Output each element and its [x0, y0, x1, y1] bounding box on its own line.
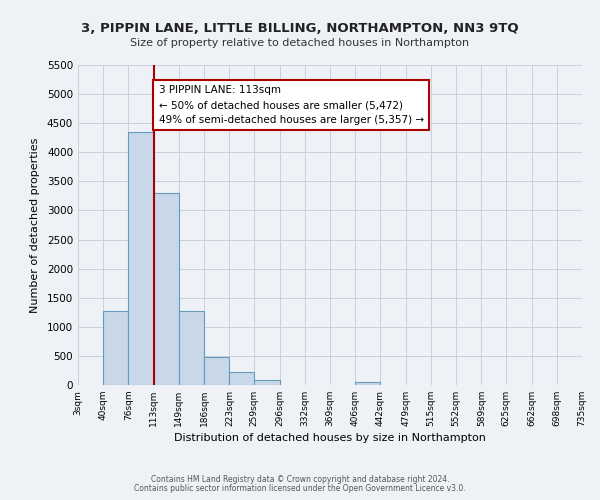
Bar: [128, 132, 154, 385]
Bar: [103, 311, 128, 385]
Text: Size of property relative to detached houses in Northampton: Size of property relative to detached ho…: [130, 38, 470, 48]
Text: 3, PIPPIN LANE, LITTLE BILLING, NORTHAMPTON, NN3 9TQ: 3, PIPPIN LANE, LITTLE BILLING, NORTHAMP…: [81, 22, 519, 36]
Text: Contains HM Land Registry data © Crown copyright and database right 2024.: Contains HM Land Registry data © Crown c…: [151, 476, 449, 484]
X-axis label: Distribution of detached houses by size in Northampton: Distribution of detached houses by size …: [174, 433, 486, 443]
Text: Contains public sector information licensed under the Open Government Licence v3: Contains public sector information licen…: [134, 484, 466, 493]
Bar: [154, 193, 179, 385]
Y-axis label: Number of detached properties: Number of detached properties: [30, 138, 40, 312]
Bar: [355, 382, 380, 385]
Bar: [179, 311, 204, 385]
Bar: [229, 372, 254, 385]
Bar: [254, 380, 280, 385]
Text: 3 PIPPIN LANE: 113sqm
← 50% of detached houses are smaller (5,472)
49% of semi-d: 3 PIPPIN LANE: 113sqm ← 50% of detached …: [158, 86, 424, 125]
Bar: [204, 357, 229, 385]
